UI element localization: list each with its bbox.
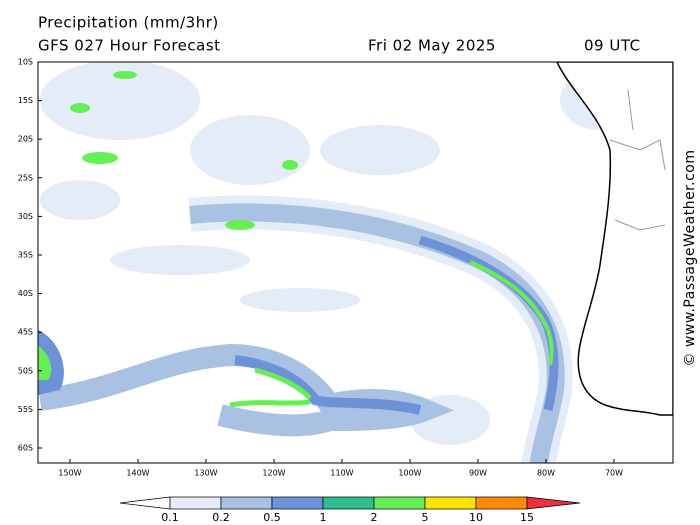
legend-low <box>119 496 171 510</box>
lat-label: 30S <box>18 212 33 221</box>
front-core <box>469 260 554 366</box>
watermark: © www.PassageWeather.com <box>682 149 698 366</box>
legend-label: 10 <box>469 511 483 524</box>
legend-band <box>169 496 222 510</box>
lat-label: 15S <box>18 96 33 105</box>
lat-label: 25S <box>18 173 33 182</box>
legend-label: 1 <box>320 511 327 524</box>
borders <box>609 89 666 231</box>
legend-label: 2 <box>371 511 378 524</box>
south-swirl-core <box>229 367 312 408</box>
legend-high <box>526 496 581 510</box>
lon-label: 140W <box>126 469 149 478</box>
legend-label: 15 <box>520 511 534 524</box>
lon-label: 90W <box>469 469 487 478</box>
legend-label: 5 <box>422 511 429 524</box>
legend-label: 0.1 <box>161 511 179 524</box>
legend-band <box>220 496 273 510</box>
legend-band <box>271 496 324 510</box>
legend-band <box>373 496 426 510</box>
legend-band <box>424 496 477 510</box>
lat-label: 10S <box>18 58 33 67</box>
legend-band <box>475 496 528 510</box>
map-frame <box>37 61 674 464</box>
lat-label: 50S <box>18 366 33 375</box>
lon-label: 130W <box>194 469 217 478</box>
lat-label: 40S <box>18 289 33 298</box>
lon-label: 80W <box>537 469 555 478</box>
south-swirl <box>234 355 422 415</box>
lat-label: 60S <box>18 444 33 453</box>
lon-label: 120W <box>262 469 285 478</box>
south-america <box>556 62 673 416</box>
lon-label: 100W <box>398 469 421 478</box>
legend-label: 0.2 <box>212 511 230 524</box>
subtitle: GFS 027 Hour Forecast <box>38 37 221 55</box>
forecast-date: Fri 02 May 2025 <box>368 37 496 55</box>
lat-label: 35S <box>18 251 33 260</box>
lon-label: 150W <box>58 469 81 478</box>
lon-label: 110W <box>330 469 353 478</box>
legend-band <box>322 496 375 510</box>
forecast-time: 09 UTC <box>584 37 641 55</box>
legend-label: 0.5 <box>263 511 281 524</box>
map-area <box>38 62 673 463</box>
lat-label: 55S <box>18 405 33 414</box>
lon-label: 70W <box>605 469 623 478</box>
lat-label: 45S <box>18 328 33 337</box>
lat-label: 20S <box>18 135 33 144</box>
title: Precipitation (mm/3hr) <box>38 14 219 32</box>
